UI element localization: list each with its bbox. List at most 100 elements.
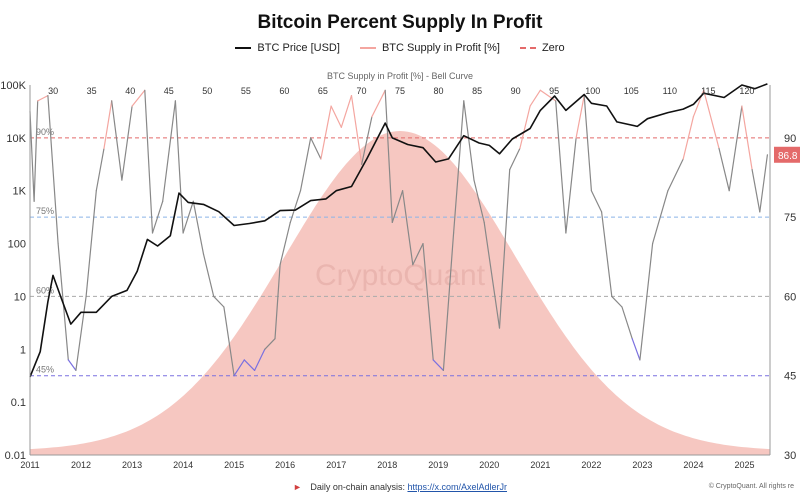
top-tick-115: 115 (701, 86, 715, 96)
x-tick-2019: 2019 (428, 460, 448, 470)
supply-segment (144, 89, 154, 234)
x-tick-2015: 2015 (224, 460, 244, 470)
x-tick-2011: 2011 (20, 460, 39, 470)
supply-segment (29, 110, 35, 202)
supply-segment (463, 100, 475, 181)
supply-segment (131, 89, 146, 107)
reference-label-60: 60% (36, 285, 54, 295)
reference-label-90: 90% (36, 127, 54, 137)
supply-segment (85, 190, 97, 297)
supply-segment (529, 89, 541, 107)
left-tick-100K: 100K (0, 80, 26, 92)
left-tick-1: 1 (20, 344, 26, 356)
x-tick-2021: 2021 (530, 460, 550, 470)
x-tick-2025: 2025 (734, 460, 754, 470)
supply-segment (162, 100, 176, 202)
supply-segment (279, 221, 291, 266)
supply-segment (340, 94, 353, 128)
supply-segment (565, 137, 577, 234)
current-value-badge (774, 146, 800, 163)
supply-segment (174, 100, 184, 234)
supply-segment (350, 94, 363, 165)
left-tick-0.1: 0.1 (11, 397, 26, 409)
supply-segment (151, 200, 164, 234)
bell-curve (30, 131, 770, 455)
supply-series-layer (29, 89, 769, 377)
top-tick-70: 70 (356, 86, 366, 96)
top-tick-60: 60 (279, 86, 289, 96)
btc-price-line (29, 83, 768, 378)
supply-segment (223, 306, 235, 377)
supply-segment (202, 253, 215, 297)
supply-segment (320, 105, 332, 160)
footer-link[interactable]: https://x.com/AxelAdlerJr (407, 482, 508, 492)
right-tick-75: 75 (784, 212, 796, 224)
top-tick-100: 100 (585, 86, 600, 96)
legend-label-zero: Zero (541, 42, 565, 54)
legend-item-btc-price[interactable]: BTC Price [USD] (235, 42, 340, 54)
price-series-layer (29, 83, 768, 378)
right-tick-90: 90 (784, 133, 796, 145)
x-tick-2018: 2018 (377, 460, 397, 470)
chart-title: Bitcoin Percent Supply In Profit (257, 12, 543, 33)
supply-segment (539, 89, 557, 102)
supply-segment (519, 105, 531, 149)
supply-segment (483, 221, 501, 329)
x-tick-2023: 2023 (632, 460, 652, 470)
supply-segment (47, 94, 59, 245)
top-tick-95: 95 (549, 86, 559, 96)
bell-curve-layer (30, 131, 770, 455)
supply-segment (703, 89, 720, 149)
supply-segment (361, 116, 373, 165)
supply-segment (33, 100, 39, 202)
supply-segment (264, 338, 276, 350)
legend-swatch-zero (519, 47, 536, 49)
reference-label-75: 75% (36, 206, 54, 216)
top-tick-50: 50 (202, 86, 212, 96)
supply-segment (121, 105, 133, 181)
right-tick-45: 45 (784, 371, 796, 383)
supply-segment (639, 243, 654, 361)
supply-segment (95, 147, 105, 192)
x-tick-2020: 2020 (479, 460, 499, 470)
supply-segment (509, 147, 521, 171)
x-tick-2024: 2024 (683, 460, 703, 470)
watermark-layer: CryptoQuant (315, 259, 486, 292)
supply-segment (103, 100, 113, 149)
right-tick-60: 60 (784, 291, 796, 303)
supply-segment (384, 89, 393, 223)
top-tick-80: 80 (434, 86, 444, 96)
supply-segment (182, 200, 194, 234)
legend-label-btc-price: BTC Price [USD] (257, 42, 340, 54)
current-value-label: 86.8 (778, 151, 798, 162)
supply-segment (254, 348, 266, 371)
copyright: © CryptoQuant. All rights re (708, 483, 794, 490)
legend-item-zero[interactable]: Zero (519, 42, 565, 54)
supply-segment (37, 94, 49, 102)
x-tick-2012: 2012 (71, 460, 91, 470)
legend-label-supply-in-profit: BTC Supply in Profit [%] (381, 42, 500, 54)
supply-segment (600, 211, 613, 297)
supply-segment (473, 179, 485, 223)
supply-segment (111, 100, 123, 181)
x-tick-2013: 2013 (122, 460, 142, 470)
supply-segment (192, 200, 205, 255)
supply-segment (432, 359, 444, 371)
legend-item-supply-in-profit[interactable]: BTC Supply in Profit [%] (359, 42, 500, 54)
supply-segment (299, 137, 312, 192)
supply-segment (330, 105, 342, 128)
footer-text: Daily on-chain analysis: (310, 482, 405, 492)
axes-layer: 2011 2012 2013 2014 2015 2016 2017 2018 2019 2020… (0, 80, 800, 470)
watermark: CryptoQuant (315, 259, 486, 292)
left-tick-0.01: 0.01 (5, 450, 26, 462)
x-tick-2017: 2017 (326, 460, 346, 470)
x-tick-2016: 2016 (275, 460, 295, 470)
supply-segment (667, 158, 684, 192)
right-tick-30: 30 (784, 450, 796, 462)
supply-segment (422, 243, 434, 361)
supply-segment (621, 306, 633, 340)
supply-segment (575, 94, 585, 139)
x-tick-2014: 2014 (173, 460, 193, 470)
left-tick-1K: 1K (13, 186, 27, 198)
left-tick-100: 100 (8, 239, 26, 251)
